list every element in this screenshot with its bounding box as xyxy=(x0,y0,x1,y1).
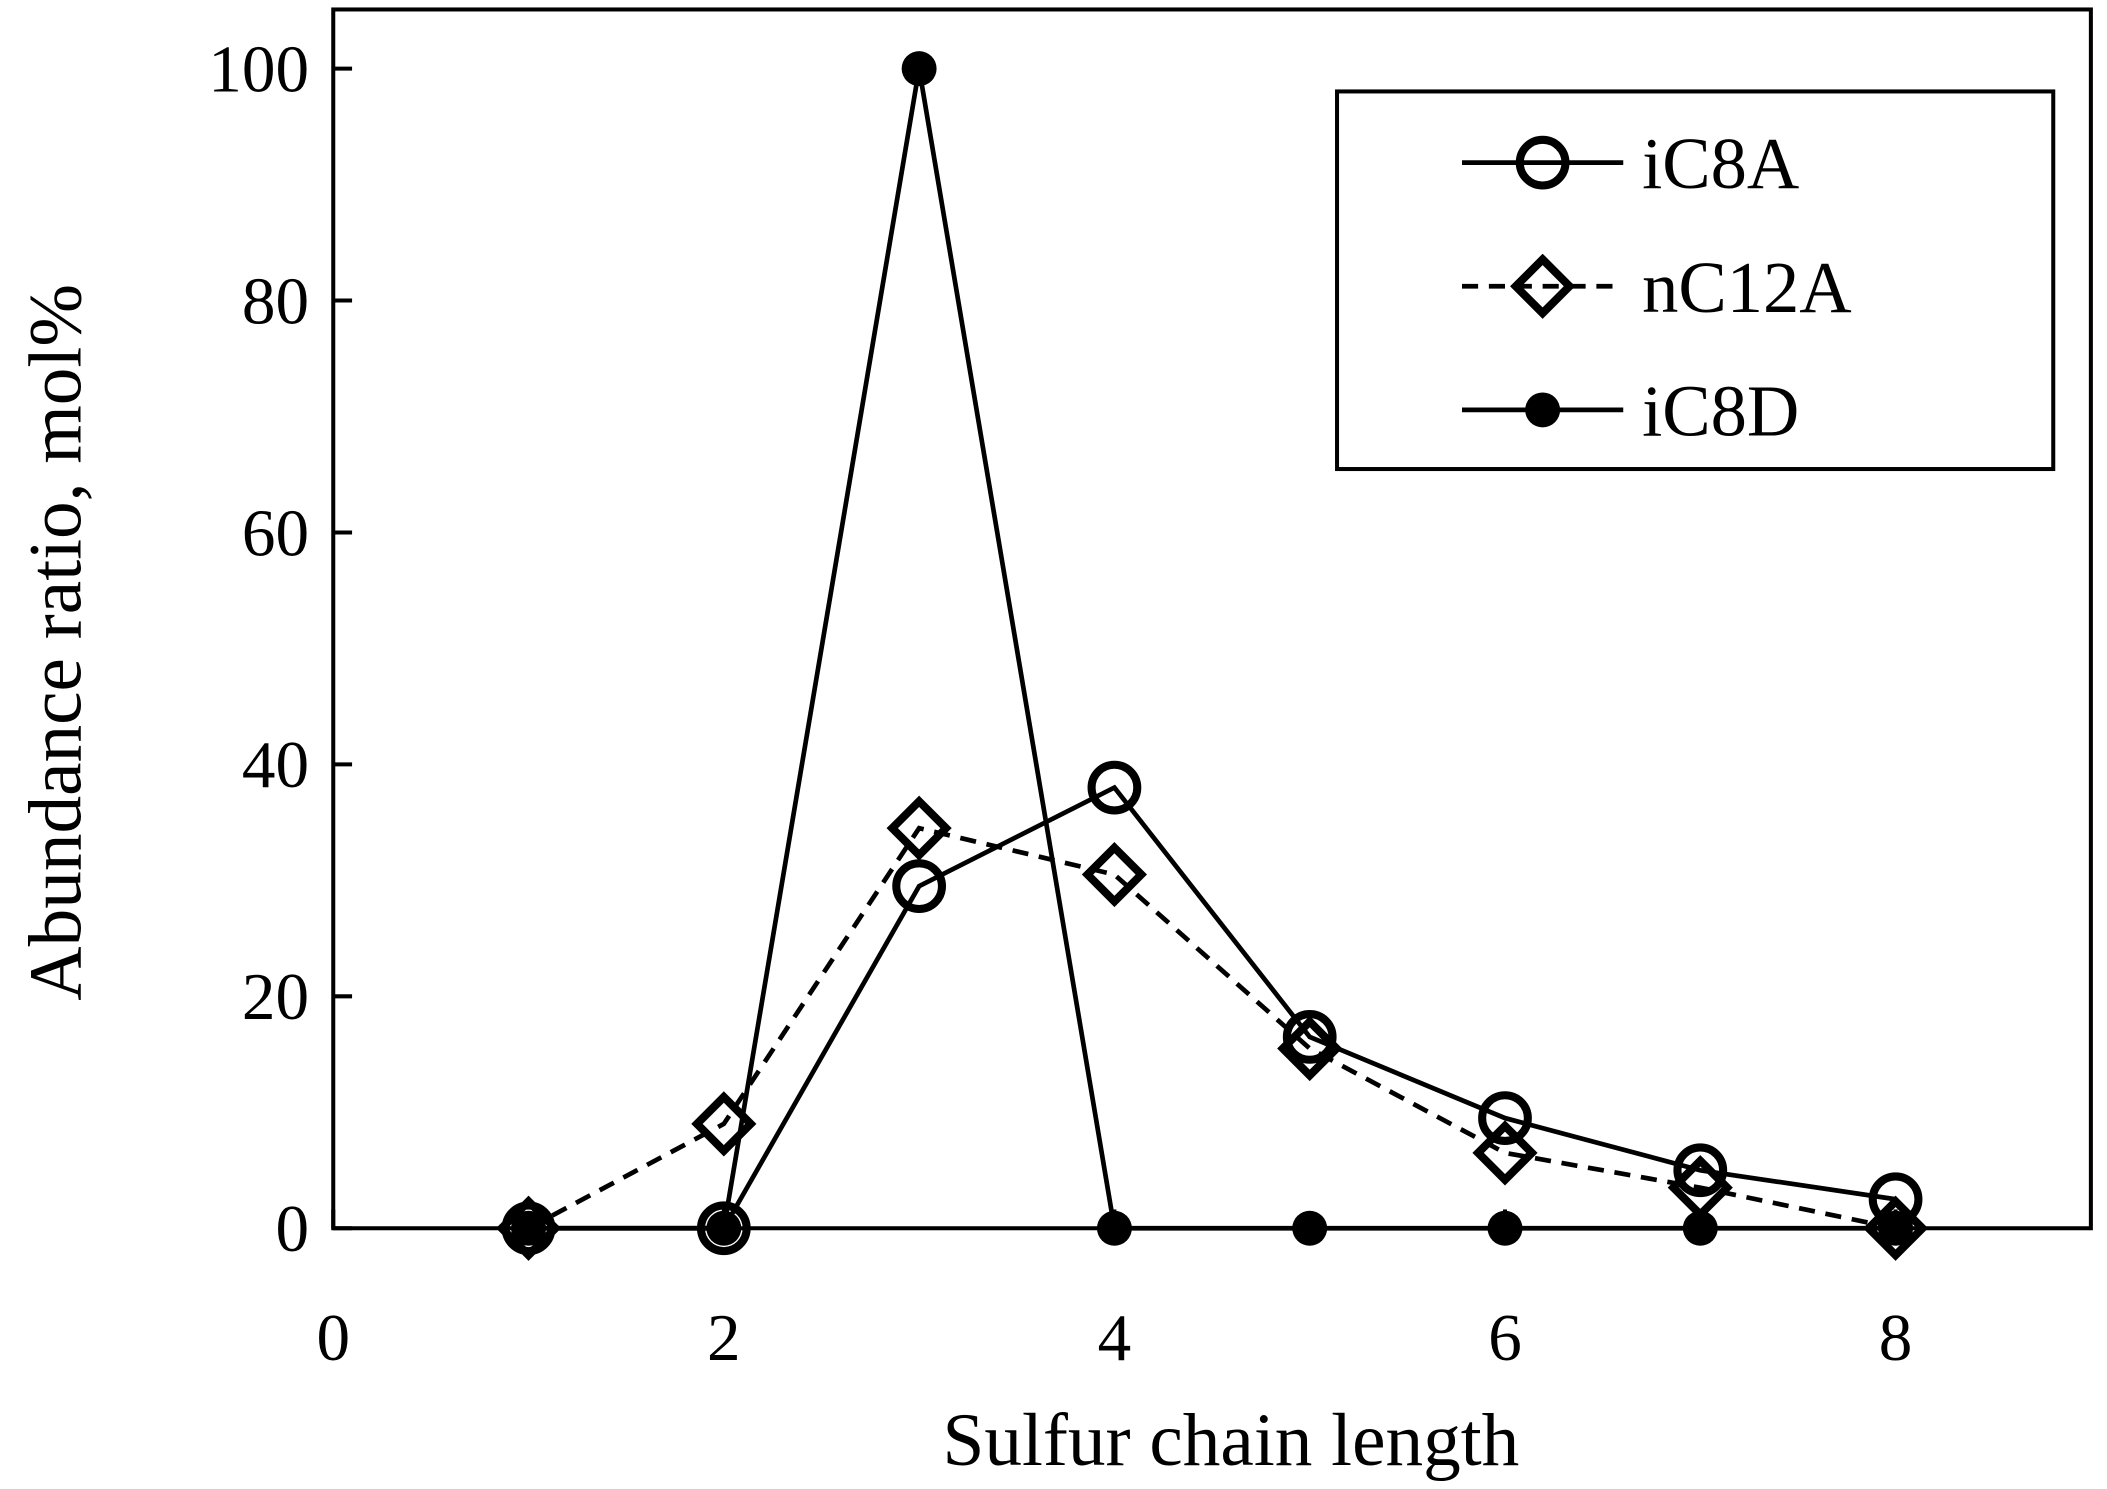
data-point-dot xyxy=(706,1210,742,1246)
data-point-circle xyxy=(1087,760,1142,815)
x-axis-title: Sulfur chain length xyxy=(942,1399,1519,1482)
y-tick-label: 100 xyxy=(208,31,309,106)
data-point-diamond xyxy=(1510,253,1576,319)
y-tick-label: 40 xyxy=(242,727,309,802)
legend-label: iC8A xyxy=(1642,123,1799,204)
series-layer xyxy=(495,51,1929,1261)
legend-entry: iC8D xyxy=(1462,370,1799,451)
data-point-dot xyxy=(1878,1210,1914,1246)
data-point-dot xyxy=(1487,1210,1523,1246)
y-tick-label: 80 xyxy=(242,263,309,338)
data-point-dot xyxy=(511,1210,547,1246)
data-point-circle xyxy=(1282,1010,1337,1064)
legend: iC8A nC12A iC8D xyxy=(1335,89,2056,472)
data-point-diamond xyxy=(1472,1120,1538,1186)
y-tick-label: 0 xyxy=(275,1191,309,1266)
data-point-circle xyxy=(1673,1143,1728,1198)
y-axis-title: Abundance ratio, mol% xyxy=(15,284,98,1001)
x-tick-label: 2 xyxy=(707,1300,741,1375)
data-point-dot xyxy=(1525,392,1561,428)
x-tick-label: 6 xyxy=(1488,1300,1522,1375)
legend-label: nC12A xyxy=(1642,247,1852,328)
x-tick-label: 4 xyxy=(1098,1300,1132,1375)
data-point-diamond xyxy=(1277,1015,1343,1082)
legend-entry: iC8A xyxy=(1462,123,1799,204)
legend-entry: nC12A xyxy=(1462,247,1852,328)
series-line xyxy=(527,825,1897,1231)
x-tick-label: 8 xyxy=(1879,1300,1913,1375)
data-point-diamond xyxy=(1081,841,1147,908)
series-line xyxy=(528,68,1896,1231)
data-point-dot xyxy=(1682,1210,1718,1246)
data-point-circle xyxy=(892,859,946,914)
series-iC8D xyxy=(511,51,1914,1246)
data-point-dot xyxy=(901,51,937,87)
series-line xyxy=(528,784,1896,1231)
series-iC8A xyxy=(501,760,1923,1256)
data-point-dot xyxy=(1292,1210,1328,1246)
data-point-diamond xyxy=(1863,1195,1929,1261)
data-point-diamond xyxy=(886,795,952,861)
x-tick-label: 0 xyxy=(316,1300,350,1375)
data-point-circle xyxy=(1515,135,1570,190)
y-tick-label: 60 xyxy=(242,495,309,570)
x-axis: 0 2 4 6 8 xyxy=(316,1209,1912,1375)
y-axis: 0 20 40 60 80 100 xyxy=(208,31,353,1266)
legend-label: iC8D xyxy=(1642,370,1799,451)
data-point-circle xyxy=(1478,1091,1532,1145)
legend-box xyxy=(1335,89,2056,472)
y-tick-label: 20 xyxy=(242,959,309,1034)
data-point-dot xyxy=(1096,1210,1132,1246)
